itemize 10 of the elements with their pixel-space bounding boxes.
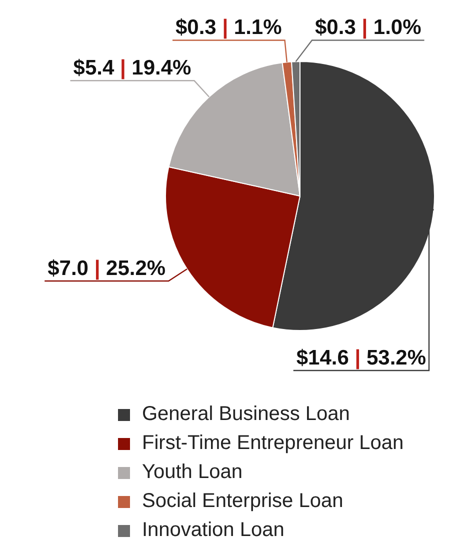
data-label: $14.6 | 53.2% [296, 346, 426, 370]
data-label: $0.3 | 1.1% [175, 16, 282, 40]
data-label: $7.0 | 25.2% [48, 256, 166, 280]
data-label: $5.4 | 19.4% [73, 56, 192, 80]
legend-label: General Business Loan [142, 403, 350, 426]
legend-label: Youth Loan [142, 461, 242, 484]
legend-label: Social Enterprise Loan [142, 490, 344, 513]
data-label: $0.3 | 1.0% [315, 16, 422, 40]
legend-label: First-Time Entrepreneur Loan [142, 432, 404, 455]
legend-label: Innovation Loan [142, 519, 284, 542]
